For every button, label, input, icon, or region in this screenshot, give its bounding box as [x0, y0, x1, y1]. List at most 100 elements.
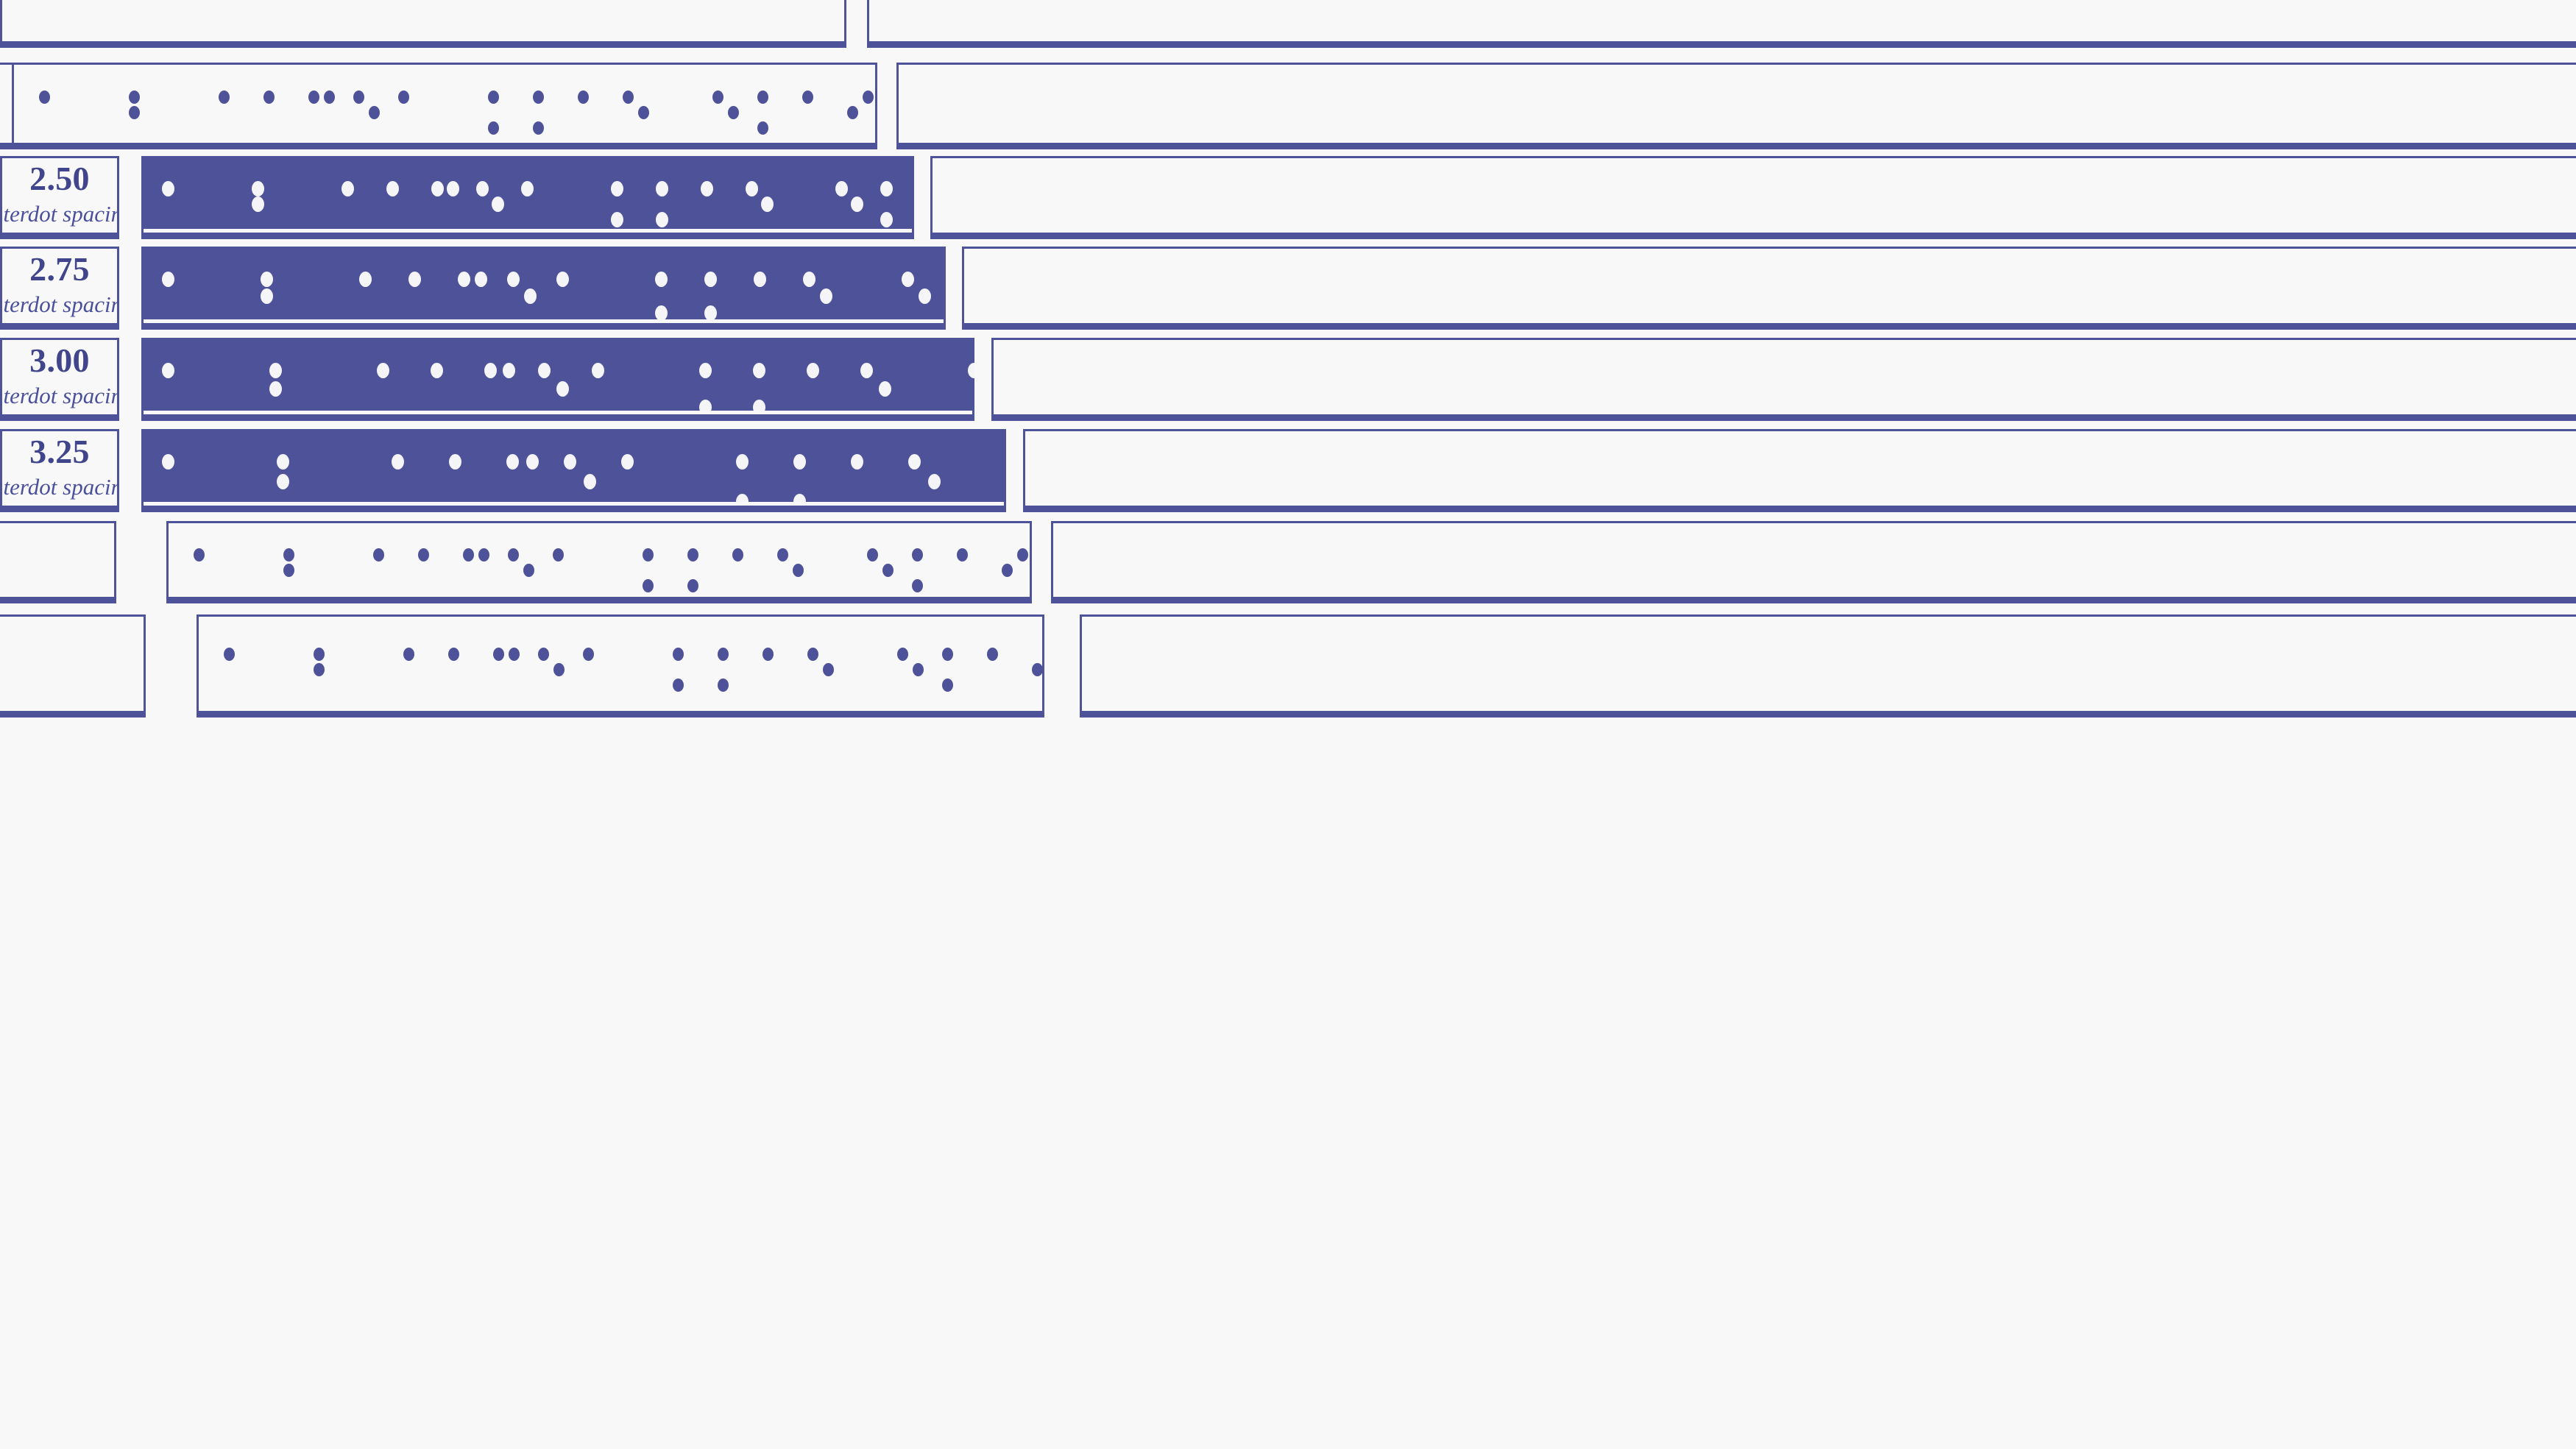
selected-row-underline — [144, 229, 912, 233]
braille-cell — [506, 454, 564, 506]
spacing-label-box-2-75[interactable]: 2.75 interdot spacing — [0, 247, 119, 330]
braille-space — [966, 454, 1006, 506]
braille-dot — [533, 91, 544, 104]
braille-text — [194, 548, 1030, 592]
spacing-label-box-3-00[interactable]: 3.00 interdot spacing — [0, 338, 119, 421]
braille-space — [297, 181, 342, 224]
braille-dot — [879, 381, 891, 397]
braille-dot — [968, 363, 974, 378]
braille-cell — [942, 648, 987, 692]
braille-dot — [823, 663, 834, 676]
braille-preview-overflow-row-300[interactable] — [991, 338, 2576, 421]
braille-space — [668, 91, 712, 132]
braille-text — [224, 648, 1042, 692]
braille-dot — [638, 106, 649, 119]
braille-dot — [704, 305, 717, 321]
braille-cell — [621, 454, 679, 506]
braille-dot — [403, 648, 414, 661]
braille-dot — [987, 648, 998, 661]
braille-space — [216, 363, 269, 412]
braille-dot — [851, 454, 863, 470]
braille-cell — [807, 648, 852, 690]
braille-preview-overflow-row-unselected-upper[interactable] — [896, 63, 2576, 149]
braille-cell — [39, 91, 84, 132]
braille-dot — [488, 91, 499, 104]
braille-dot — [802, 91, 813, 104]
braille-cell — [508, 548, 553, 590]
braille-cell — [718, 648, 762, 692]
braille-preview-row-275[interactable] — [141, 247, 946, 330]
braille-space — [598, 548, 643, 590]
braille-dot — [655, 305, 668, 321]
braille-space — [84, 91, 129, 132]
braille-cell — [386, 181, 431, 224]
braille-cell — [162, 363, 216, 412]
spacing-label-box-clipped[interactable] — [0, 614, 146, 718]
braille-preview-overflow-row-325[interactable] — [1023, 429, 2576, 512]
braille-preview-row-clipped-top-right[interactable] — [867, 0, 2576, 48]
braille-cell — [507, 272, 556, 318]
braille-cell — [431, 181, 476, 224]
braille-cell — [373, 548, 418, 590]
spacing-label-box-3-25[interactable]: 3.25 interdot spacing — [0, 429, 119, 512]
braille-dot — [463, 548, 474, 561]
braille-space — [679, 454, 736, 506]
braille-space — [211, 272, 261, 318]
braille-cell — [851, 454, 908, 506]
spacing-value: 2.75 — [29, 249, 90, 288]
braille-space — [323, 363, 377, 412]
braille-cell — [897, 648, 942, 690]
braille-dot — [736, 454, 749, 470]
braille-dot — [324, 91, 335, 104]
braille-space — [790, 181, 835, 224]
spacing-label-box-2-50[interactable]: 2.50 interdot spacing — [0, 156, 119, 239]
braille-preview-overflow-row-250[interactable] — [930, 156, 2576, 239]
braille-dot — [283, 564, 294, 577]
braille-preview-row-325[interactable] — [141, 429, 1006, 512]
braille-cell — [484, 363, 538, 412]
braille-space — [914, 363, 968, 412]
braille-dot — [252, 196, 264, 212]
braille-dot — [912, 579, 923, 592]
braille-dot — [919, 288, 931, 304]
braille-cell — [538, 363, 592, 412]
braille-dot — [162, 454, 174, 470]
selected-row-underline — [144, 319, 944, 323]
braille-preview-row-clipped-top[interactable] — [0, 0, 846, 48]
braille-preview-row-clipped-bottom[interactable] — [197, 614, 1044, 718]
braille-dot — [503, 363, 515, 378]
braille-dot — [592, 363, 604, 378]
braille-preview-row-300[interactable] — [141, 338, 974, 421]
braille-preview-row-unselected-lower[interactable] — [166, 521, 1032, 603]
braille-cell — [880, 181, 914, 227]
braille-cell — [553, 548, 598, 590]
braille-cell — [583, 648, 628, 690]
braille-cell — [398, 91, 443, 132]
braille-dot — [269, 363, 282, 378]
braille-preview-overflow-row-275[interactable] — [962, 247, 2576, 330]
braille-dot — [458, 272, 470, 287]
braille-dot — [704, 272, 717, 287]
braille-cell — [521, 181, 566, 224]
spacing-label-box-clipped[interactable] — [0, 521, 116, 603]
braille-dot — [732, 548, 743, 561]
braille-preview-overflow-row-unselected-lower[interactable] — [1051, 521, 2576, 603]
braille-dot — [507, 272, 520, 287]
braille-cell — [699, 363, 753, 414]
braille-dot — [880, 212, 893, 227]
braille-preview-row-250[interactable] — [141, 156, 914, 239]
braille-dot — [793, 454, 806, 470]
braille-dot — [860, 363, 873, 378]
braille-dot — [712, 91, 723, 104]
braille-dot — [162, 272, 174, 287]
braille-preview-row-unselected-upper[interactable] — [12, 63, 877, 149]
spacing-subtitle: interdot spacing — [2, 473, 117, 500]
braille-cell — [753, 363, 807, 414]
braille-space — [269, 648, 314, 690]
braille-dot — [277, 474, 289, 489]
braille-dot — [538, 648, 549, 661]
braille-preview-overflow-row-clipped-bottom[interactable] — [1080, 614, 2576, 718]
braille-dot — [509, 648, 520, 661]
braille-cell — [353, 91, 398, 132]
braille-cell — [736, 454, 793, 506]
